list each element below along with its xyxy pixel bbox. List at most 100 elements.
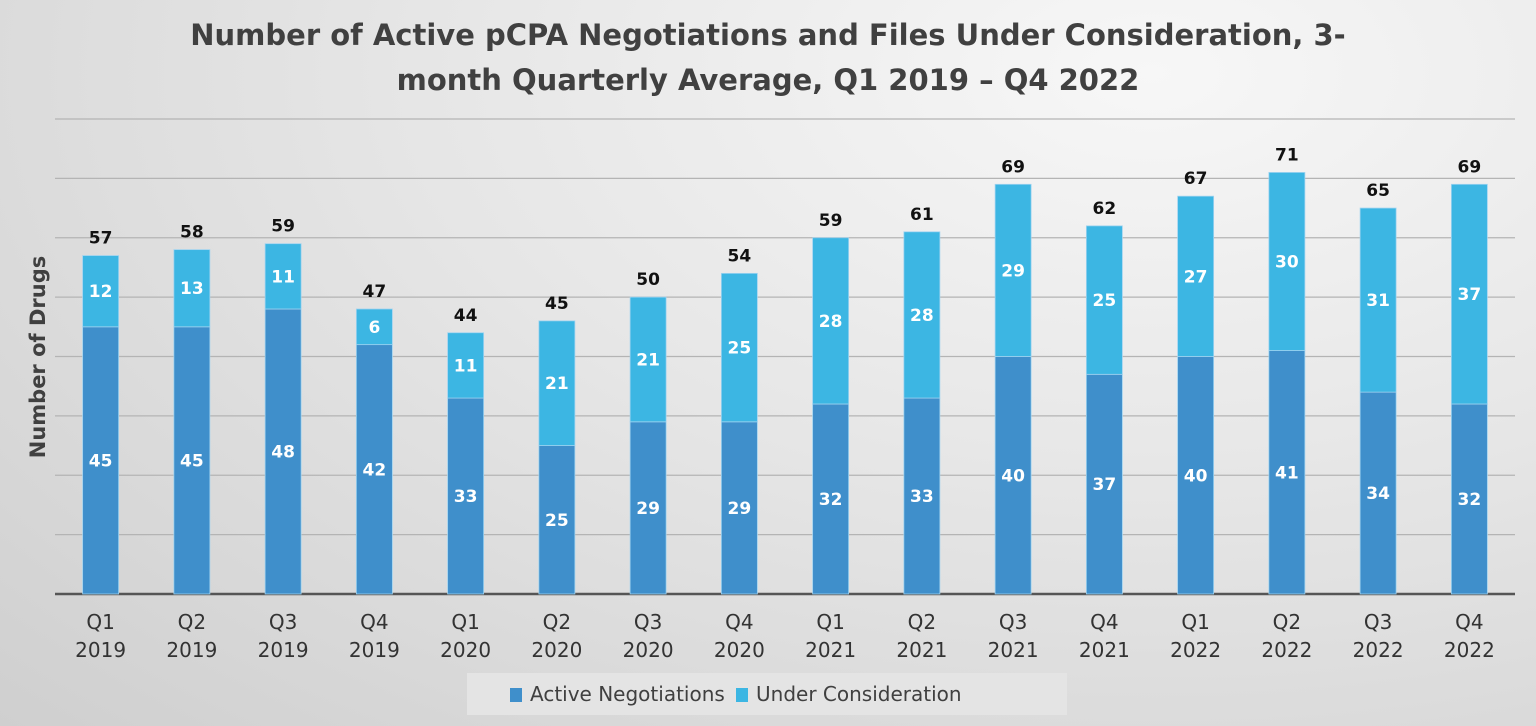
chart-title-line-2: month Quarterly Average, Q1 2019 – Q4 20… (397, 63, 1140, 97)
total-value-label: 61 (910, 205, 934, 225)
x-tick-quarter: Q2 (1273, 610, 1301, 634)
bar-active-negotiations (82, 326, 120, 595)
x-tick-year: 2022 (1170, 638, 1221, 662)
legend: Active Negotiations Under Consideration (467, 673, 1067, 715)
segment-value-label: 25 (728, 339, 752, 359)
segment-value-label: 12 (89, 282, 113, 302)
x-tick-year: 2020 (531, 638, 582, 662)
x-tick-quarter: Q3 (634, 610, 662, 634)
x-tick-year: 2022 (1353, 638, 1404, 662)
x-tick-quarter: Q2 (178, 610, 206, 634)
x-tick-year: 2020 (440, 638, 491, 662)
segment-value-label: 32 (819, 490, 843, 510)
bar-under-consideration (1450, 183, 1488, 405)
bar-active-negotiations (903, 397, 941, 595)
x-tick-year: 2022 (1444, 638, 1495, 662)
segment-value-label: 31 (1366, 291, 1390, 311)
x-tick-year: 2022 (1261, 638, 1312, 662)
x-tick-year: 2021 (1079, 638, 1130, 662)
x-axis-ticks: Q1 2019 Q2 2019 Q3 2019 Q4 2019 Q1 2020 Q2 2020 Q3 20… (75, 610, 1495, 662)
x-tick-quarter: Q4 (1455, 610, 1483, 634)
segment-value-label: 41 (1275, 463, 1299, 483)
total-value-label: 59 (819, 211, 843, 231)
segment-value-label: 29 (1001, 261, 1025, 281)
segment-value-label: 34 (1366, 484, 1390, 504)
bar-under-consideration (720, 272, 758, 423)
segment-value-label: 48 (271, 443, 295, 463)
x-tick-year: 2019 (258, 638, 309, 662)
bar-under-consideration (264, 243, 302, 310)
segment-value-label: 33 (910, 487, 934, 507)
bar-active-negotiations (629, 421, 667, 595)
bar-active-negotiations (1177, 356, 1215, 595)
segment-value-label: 25 (545, 511, 569, 531)
segment-value-label: 21 (636, 350, 660, 370)
segment-value-label: 33 (454, 487, 478, 507)
bar-under-consideration (1268, 172, 1306, 351)
segment-value-label: 32 (1458, 490, 1482, 510)
legend-swatch-consideration (736, 688, 748, 702)
x-tick-year: 2020 (714, 638, 765, 662)
bar-active-negotiations (447, 397, 485, 595)
bar-under-consideration (1359, 207, 1397, 393)
x-tick-year: 2019 (75, 638, 126, 662)
x-tick-quarter: Q3 (999, 610, 1027, 634)
bar-under-consideration (1085, 225, 1123, 375)
segment-value-label: 40 (1184, 466, 1208, 486)
x-tick-quarter: Q1 (816, 610, 844, 634)
bar-under-consideration (1177, 195, 1215, 357)
x-tick-quarter: Q3 (1364, 610, 1392, 634)
bar-active-negotiations (1359, 391, 1397, 595)
segment-value-label: 40 (1001, 466, 1025, 486)
segment-value-label: 45 (180, 451, 204, 471)
x-tick-quarter: Q4 (360, 610, 388, 634)
x-tick-quarter: Q4 (1090, 610, 1118, 634)
total-value-label: 59 (271, 217, 295, 237)
segment-value-label: 28 (819, 312, 843, 332)
total-value-label: 45 (545, 294, 569, 314)
segment-value-label: 25 (1093, 291, 1117, 311)
total-value-label: 62 (1093, 199, 1117, 219)
segment-value-label: 6 (368, 318, 380, 338)
x-tick-quarter: Q4 (725, 610, 753, 634)
total-value-label: 57 (89, 229, 113, 249)
legend-label-consideration: Under Consideration (756, 682, 962, 706)
y-axis-label: Number of Drugs (26, 256, 50, 459)
bar-active-negotiations (994, 356, 1032, 595)
data-labels: 45 12 57 45 13 58 48 11 59 42 6 47 33 11 44 25 21 45 29 21 5… (89, 145, 1481, 530)
total-value-label: 44 (454, 306, 478, 326)
bar-under-consideration (447, 332, 485, 399)
x-tick-quarter: Q2 (908, 610, 936, 634)
bar-under-consideration (903, 231, 941, 399)
segment-value-label: 29 (636, 499, 660, 519)
bars (82, 172, 1488, 595)
bar-under-consideration (355, 308, 393, 346)
total-value-label: 50 (636, 270, 660, 290)
bar-active-negotiations (173, 326, 211, 595)
x-tick-year: 2019 (166, 638, 217, 662)
bar-active-negotiations (264, 308, 302, 595)
legend-background (467, 673, 1067, 715)
segment-value-label: 11 (454, 356, 478, 376)
segment-value-label: 30 (1275, 253, 1299, 273)
x-tick-quarter: Q2 (543, 610, 571, 634)
segment-value-label: 11 (271, 267, 295, 287)
segment-value-label: 42 (363, 460, 387, 480)
bar-under-consideration (82, 255, 120, 328)
segment-value-label: 21 (545, 374, 569, 394)
segment-value-label: 13 (180, 279, 204, 299)
segment-value-label: 27 (1184, 267, 1208, 287)
segment-value-label: 29 (728, 499, 752, 519)
bar-under-consideration (173, 249, 211, 328)
bar-under-consideration (538, 320, 576, 446)
segment-value-label: 37 (1093, 475, 1117, 495)
total-value-label: 54 (728, 246, 752, 266)
x-tick-year: 2020 (623, 638, 674, 662)
legend-label-active: Active Negotiations (530, 682, 725, 706)
x-tick-year: 2021 (988, 638, 1039, 662)
x-tick-quarter: Q1 (86, 610, 114, 634)
total-value-label: 67 (1184, 169, 1208, 189)
total-value-label: 69 (1001, 157, 1025, 177)
x-tick-quarter: Q1 (451, 610, 479, 634)
chart-title-line-1: Number of Active pCPA Negotiations and F… (190, 18, 1345, 52)
